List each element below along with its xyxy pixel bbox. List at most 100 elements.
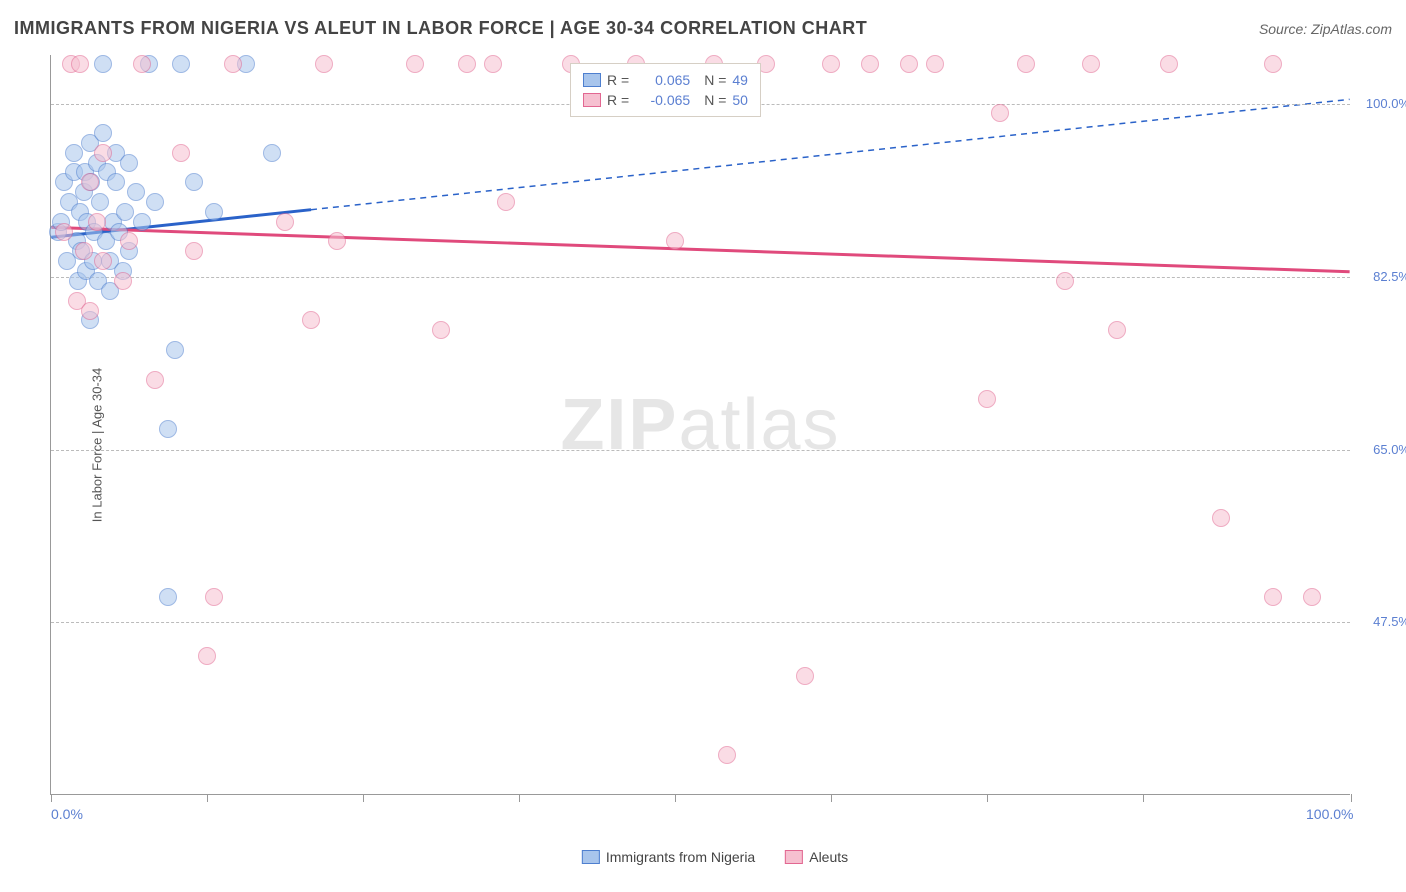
x-tick-label: 100.0%	[1306, 806, 1353, 822]
data-point	[205, 203, 223, 221]
data-point	[55, 223, 73, 241]
data-point	[1303, 588, 1321, 606]
data-point	[406, 55, 424, 73]
data-point	[276, 213, 294, 231]
n-label: N =	[704, 72, 726, 88]
x-tick	[207, 794, 208, 802]
data-point	[75, 242, 93, 260]
data-point	[94, 124, 112, 142]
r-value: 0.065	[635, 72, 690, 88]
n-label: N =	[704, 92, 726, 108]
data-point	[822, 55, 840, 73]
data-point	[484, 55, 502, 73]
gridline-h	[51, 277, 1350, 278]
x-tick	[363, 794, 364, 802]
data-point	[133, 213, 151, 231]
data-point	[1082, 55, 1100, 73]
data-point	[159, 588, 177, 606]
data-point	[120, 232, 138, 250]
data-point	[127, 183, 145, 201]
y-tick-label: 65.0%	[1373, 442, 1406, 457]
source-label: Source: ZipAtlas.com	[1259, 21, 1392, 37]
data-point	[94, 55, 112, 73]
y-tick-label: 47.5%	[1373, 614, 1406, 629]
trend-lines	[51, 55, 1350, 794]
data-point	[263, 144, 281, 162]
data-point	[81, 302, 99, 320]
data-point	[146, 193, 164, 211]
data-point	[94, 144, 112, 162]
r-label: R =	[607, 72, 629, 88]
legend-swatch	[583, 73, 601, 87]
correlation-legend: R = 0.065 N = 49 R = -0.065 N = 50	[570, 63, 761, 117]
data-point	[94, 252, 112, 270]
data-point	[159, 420, 177, 438]
x-tick	[675, 794, 676, 802]
data-point	[88, 213, 106, 231]
data-point	[205, 588, 223, 606]
data-point	[1108, 321, 1126, 339]
r-label: R =	[607, 92, 629, 108]
legend-swatch	[583, 93, 601, 107]
x-tick	[1351, 794, 1352, 802]
data-point	[900, 55, 918, 73]
x-tick	[1143, 794, 1144, 802]
data-point	[146, 371, 164, 389]
gridline-h	[51, 622, 1350, 623]
chart-container: ZIPatlas 47.5%65.0%82.5%100.0%0.0%100.0%…	[50, 55, 1380, 835]
data-point	[185, 242, 203, 260]
n-value: 49	[732, 72, 748, 88]
data-point	[1017, 55, 1035, 73]
data-point	[1160, 55, 1178, 73]
data-point	[796, 667, 814, 685]
legend-swatch	[582, 850, 600, 864]
series-legend: Immigrants from Nigeria Aleuts	[582, 849, 848, 865]
data-point	[302, 311, 320, 329]
data-point	[114, 272, 132, 290]
data-point	[718, 746, 736, 764]
legend-item: Immigrants from Nigeria	[582, 849, 755, 865]
data-point	[133, 55, 151, 73]
legend-row: R = 0.065 N = 49	[583, 70, 748, 90]
x-tick	[987, 794, 988, 802]
data-point	[1056, 272, 1074, 290]
data-point	[71, 55, 89, 73]
data-point	[116, 203, 134, 221]
data-point	[497, 193, 515, 211]
chart-title: IMMIGRANTS FROM NIGERIA VS ALEUT IN LABO…	[14, 18, 867, 39]
data-point	[81, 173, 99, 191]
series-name: Immigrants from Nigeria	[606, 849, 755, 865]
plot-area: ZIPatlas 47.5%65.0%82.5%100.0%0.0%100.0%	[50, 55, 1350, 795]
watermark: ZIPatlas	[560, 384, 840, 466]
y-tick-label: 100.0%	[1366, 96, 1406, 111]
y-axis-title: In Labor Force | Age 30-34	[90, 368, 105, 522]
data-point	[432, 321, 450, 339]
legend-row: R = -0.065 N = 50	[583, 90, 748, 110]
data-point	[120, 154, 138, 172]
data-point	[1264, 588, 1282, 606]
data-point	[978, 390, 996, 408]
data-point	[107, 173, 125, 191]
gridline-h	[51, 450, 1350, 451]
legend-item: Aleuts	[785, 849, 848, 865]
data-point	[172, 144, 190, 162]
series-name: Aleuts	[809, 849, 848, 865]
data-point	[91, 193, 109, 211]
data-point	[991, 104, 1009, 122]
data-point	[166, 341, 184, 359]
data-point	[1264, 55, 1282, 73]
data-point	[224, 55, 242, 73]
y-tick-label: 82.5%	[1373, 269, 1406, 284]
data-point	[328, 232, 346, 250]
data-point	[926, 55, 944, 73]
data-point	[315, 55, 333, 73]
x-tick-label: 0.0%	[51, 806, 83, 822]
data-point	[458, 55, 476, 73]
x-tick	[51, 794, 52, 802]
data-point	[172, 55, 190, 73]
r-value: -0.065	[635, 92, 690, 108]
legend-swatch	[785, 850, 803, 864]
data-point	[65, 144, 83, 162]
n-value: 50	[732, 92, 748, 108]
data-point	[185, 173, 203, 191]
